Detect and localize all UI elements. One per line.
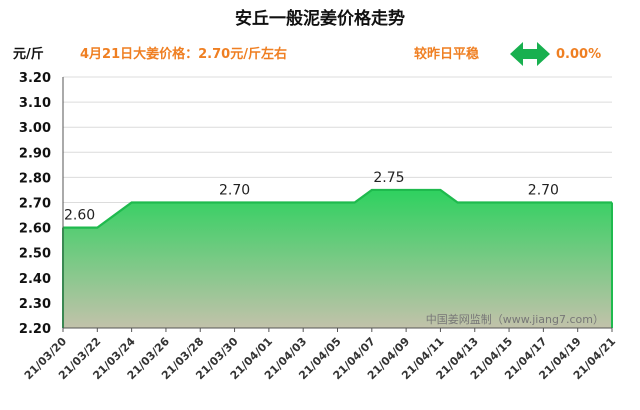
x-tick-labels: 21/03/2021/03/2221/03/2421/03/2621/03/28…	[22, 335, 618, 383]
axes	[62, 77, 613, 332]
price-note: 4月21日大姜价格：2.70元/斤左右	[80, 46, 287, 62]
watermark: 中国姜网监制（www.jiang7.com）	[426, 312, 604, 326]
y-tick-label: 2.70	[19, 197, 51, 212]
y-unit-label: 元/斤	[13, 46, 44, 62]
y-tick-labels: 2.20 2.30 2.40 2.50 2.60 2.70 2.80 2.90 3.00 3.10…	[19, 71, 51, 337]
price-line	[63, 188, 612, 229]
area-fill	[63, 189, 612, 328]
data-label: 2.75	[373, 170, 404, 186]
y-tick-label: 2.60	[19, 222, 51, 237]
price-area	[62, 188, 613, 328]
y-tick-label: 2.80	[19, 171, 51, 186]
data-labels: 2.60 2.70 2.75 2.70	[64, 170, 559, 224]
y-tick-label: 2.30	[19, 297, 51, 312]
data-label: 2.70	[528, 183, 559, 199]
y-tick-label: 2.20	[19, 322, 51, 337]
change-value: 0.00%	[556, 47, 601, 62]
y-tick-label: 2.50	[19, 247, 51, 262]
y-tick-label: 3.00	[19, 121, 51, 136]
double-arrow-icon	[510, 42, 550, 66]
y-tick-label: 2.90	[19, 146, 51, 161]
data-label: 2.70	[219, 183, 250, 199]
y-tick-label: 2.40	[19, 272, 51, 287]
data-label: 2.60	[64, 208, 95, 224]
change-label: 较昨日平稳	[414, 46, 479, 62]
chart-title: 安丘一般泥姜价格走势	[235, 8, 405, 29]
y-tick-label: 3.10	[19, 96, 51, 111]
y-tick-label: 3.20	[19, 71, 51, 86]
